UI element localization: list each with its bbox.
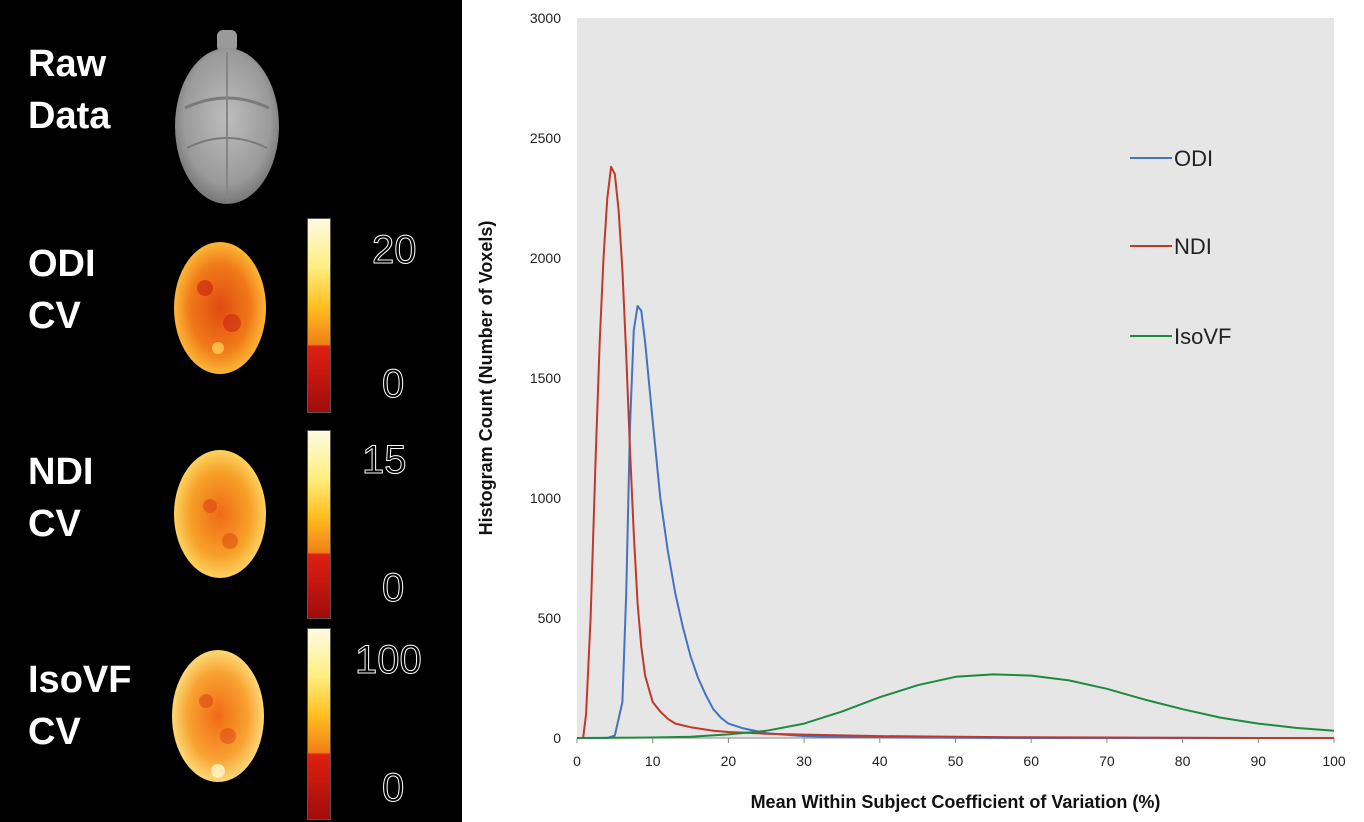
row-label-ndi: NDI CV (28, 446, 93, 550)
ndi-colorbar-min: 0 (381, 566, 405, 611)
x-tick-label: 80 (1175, 753, 1191, 769)
row-label-line2: CV (28, 503, 81, 545)
y-axis-title: Histogram Count (Number of Voxels) (476, 221, 496, 536)
series-line-odi (577, 305, 1334, 739)
x-tick-label: 20 (721, 753, 737, 769)
odi-colorbar-max: 20 (372, 228, 417, 273)
histogram-chart: 0 500 1000 1500 2000 2500 3000 0 10 20 30 40 50 60 70… (476, 10, 1346, 812)
isovf-colorbar (307, 628, 331, 820)
legend-label-ndi: NDI (1174, 234, 1212, 259)
row-label-odi: ODI CV (28, 238, 96, 342)
row-label-line2: Data (28, 95, 111, 137)
legend-label-isovf: IsoVF (1174, 324, 1231, 349)
series-lines (576, 165, 1335, 739)
legend: ODI NDI IsoVF (1130, 146, 1231, 349)
x-axis-title: Mean Within Subject Coefficient of Varia… (751, 792, 1161, 812)
row-label-raw: Raw Data (28, 38, 110, 142)
row-label-line2: CV (28, 295, 81, 337)
y-axis-ticks: 0 500 1000 1500 2000 2500 3000 (530, 10, 561, 746)
x-axis-ticks: 0 10 20 30 40 50 60 70 80 90 100 (573, 738, 1346, 769)
x-tick-label: 10 (645, 753, 661, 769)
odi-colorbar (307, 218, 331, 413)
x-tick-label: 60 (1023, 753, 1039, 769)
y-tick-label: 3000 (530, 10, 561, 26)
isovf-cv-map (172, 650, 264, 782)
figure-left-panel: Raw Data ODI CV (0, 0, 462, 822)
isovf-colorbar-min: 0 (381, 766, 405, 811)
ndi-cv-map (174, 450, 266, 578)
y-tick-label: 0 (553, 730, 561, 746)
raw-brain-image (175, 30, 279, 204)
row-label-line1: NDI (28, 451, 94, 493)
ndi-colorbar (307, 430, 331, 619)
y-tick-label: 1000 (530, 490, 561, 506)
y-tick-label: 500 (538, 610, 562, 626)
series-line-isovf (576, 673, 1335, 739)
row-label-line1: IsoVF (28, 659, 132, 701)
row-label-line1: ODI (28, 243, 96, 285)
x-tick-label: 0 (573, 753, 581, 769)
x-tick-label: 30 (796, 753, 812, 769)
odi-cv-map (174, 242, 266, 374)
row-label-isovf: IsoVF CV (28, 654, 131, 758)
odi-colorbar-min: 0 (381, 362, 405, 407)
x-tick-label: 100 (1322, 753, 1346, 769)
row-label-line2: CV (28, 711, 81, 753)
y-tick-label: 2000 (530, 250, 561, 266)
y-tick-label: 1500 (530, 370, 561, 386)
row-label-line1: Raw (28, 43, 107, 85)
ndi-colorbar-max: 15 (362, 438, 407, 483)
x-tick-label: 40 (872, 753, 888, 769)
x-tick-label: 90 (1251, 753, 1267, 769)
isovf-colorbar-max: 100 (355, 638, 423, 683)
legend-label-odi: ODI (1174, 146, 1213, 171)
plot-area (577, 18, 1334, 738)
x-tick-label: 70 (1099, 753, 1115, 769)
series-line-ndi (577, 165, 1334, 739)
x-tick-label: 50 (948, 753, 964, 769)
y-tick-label: 2500 (530, 130, 561, 146)
